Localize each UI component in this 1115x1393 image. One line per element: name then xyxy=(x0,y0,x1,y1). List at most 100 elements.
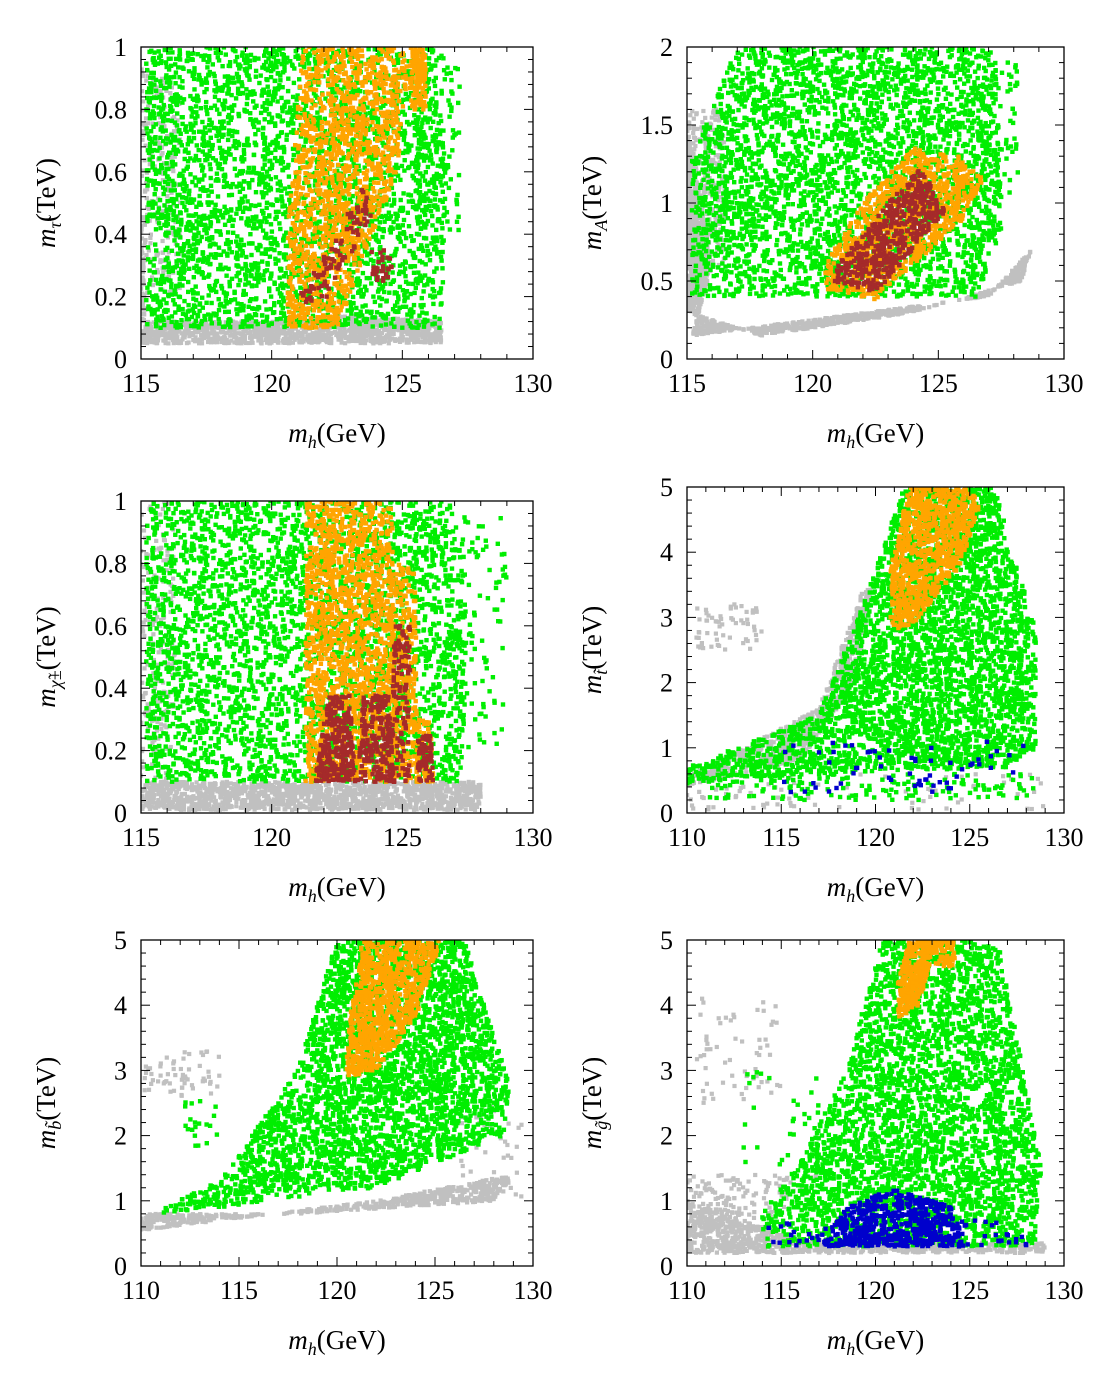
data-point xyxy=(162,78,167,83)
data-point xyxy=(290,94,296,100)
data-point xyxy=(217,208,223,214)
data-point xyxy=(177,127,182,133)
data-point xyxy=(141,121,146,126)
data-point xyxy=(179,143,184,148)
data-point xyxy=(313,127,318,132)
data-point xyxy=(203,76,209,81)
data-point xyxy=(220,134,225,139)
data-point xyxy=(259,341,264,346)
data-point xyxy=(418,226,424,231)
data-point xyxy=(272,121,278,126)
data-point xyxy=(234,307,239,312)
data-point xyxy=(171,129,177,134)
data-point xyxy=(412,113,417,118)
data-point xyxy=(191,242,197,247)
data-point xyxy=(277,221,282,226)
data-point xyxy=(182,242,187,247)
data-point xyxy=(315,133,320,138)
data-point xyxy=(353,331,358,336)
data-point xyxy=(274,241,279,246)
data-point xyxy=(364,309,370,314)
data-point xyxy=(349,262,354,267)
data-point xyxy=(147,282,152,287)
data-point xyxy=(286,337,291,342)
data-point xyxy=(186,150,191,155)
data-point xyxy=(339,123,344,128)
data-point xyxy=(200,149,205,154)
data-point xyxy=(425,182,430,187)
data-point xyxy=(363,111,368,116)
data-point xyxy=(308,332,313,338)
data-point xyxy=(212,103,218,108)
data-point xyxy=(408,193,414,198)
data-point xyxy=(191,130,196,135)
data-point xyxy=(390,109,396,115)
data-point xyxy=(148,259,153,265)
data-point xyxy=(242,157,247,162)
data-point xyxy=(239,237,244,243)
data-point xyxy=(393,338,398,343)
data-point xyxy=(435,338,440,343)
data-point xyxy=(291,107,297,113)
data-point xyxy=(164,300,169,306)
data-point xyxy=(346,168,352,173)
data-point xyxy=(440,240,445,245)
data-point xyxy=(378,52,383,57)
data-point xyxy=(193,104,199,109)
data-point xyxy=(218,232,223,237)
data-point xyxy=(208,175,213,181)
data-point xyxy=(281,274,287,279)
data-point xyxy=(267,328,272,333)
data-point xyxy=(361,292,366,297)
data-point xyxy=(266,188,271,193)
data-point xyxy=(383,142,388,147)
data-point xyxy=(302,195,307,200)
data-point xyxy=(219,286,225,291)
data-point xyxy=(425,120,430,125)
data-point xyxy=(253,312,259,318)
data-point xyxy=(315,279,320,284)
data-point xyxy=(329,212,335,218)
data-point xyxy=(403,279,409,285)
data-point xyxy=(197,301,203,306)
series-orange-4 xyxy=(285,47,409,330)
data-point xyxy=(447,227,453,232)
data-point xyxy=(234,250,240,255)
data-point xyxy=(413,178,419,183)
data-point xyxy=(357,321,362,327)
data-point xyxy=(214,321,219,326)
data-point xyxy=(431,203,437,208)
data-point xyxy=(412,336,417,341)
data-point xyxy=(169,118,174,123)
data-point xyxy=(275,188,281,193)
data-point xyxy=(222,222,228,227)
data-point xyxy=(314,234,320,239)
data-point xyxy=(298,112,303,118)
data-point xyxy=(239,53,245,58)
data-point xyxy=(252,217,257,222)
data-point xyxy=(232,80,237,85)
data-point xyxy=(142,243,147,248)
data-point xyxy=(277,83,282,88)
data-point xyxy=(149,308,154,313)
data-point xyxy=(285,165,290,170)
data-point xyxy=(249,263,254,269)
data-point xyxy=(406,281,411,286)
data-point xyxy=(185,255,191,260)
data-point xyxy=(209,146,215,151)
data-point xyxy=(213,158,218,163)
data-point xyxy=(188,213,194,218)
data-point xyxy=(407,164,412,170)
data-point xyxy=(316,262,321,267)
data-point xyxy=(145,67,150,73)
data-point xyxy=(288,130,294,135)
data-point xyxy=(402,266,408,271)
data-point xyxy=(242,67,248,72)
data-point xyxy=(345,287,350,293)
data-point xyxy=(179,260,185,265)
data-point xyxy=(173,292,178,297)
data-point xyxy=(282,104,287,110)
data-point xyxy=(276,58,281,64)
data-point xyxy=(168,328,173,333)
data-point xyxy=(407,122,412,127)
